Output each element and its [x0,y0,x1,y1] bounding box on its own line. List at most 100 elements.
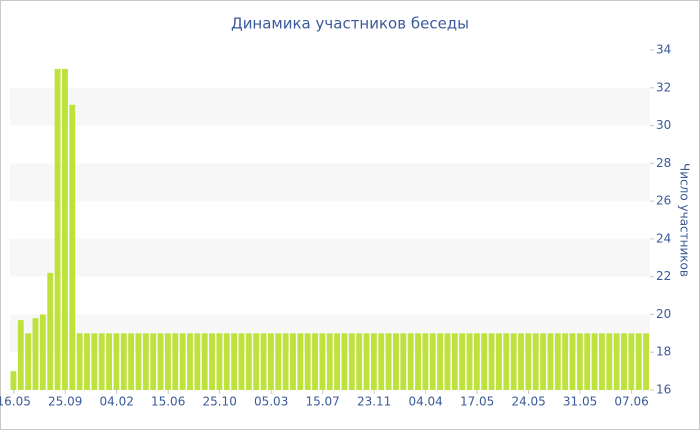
bar [510,333,517,390]
bar [290,333,296,390]
bar [540,333,547,390]
bar [334,333,341,390]
bar [488,333,495,390]
y-tick-label: 34 [656,43,671,57]
y-axis-label: Число участников [678,163,692,277]
bar [562,333,569,390]
bar [260,333,267,390]
bar [496,333,502,390]
bar [106,333,112,390]
x-tick-label: 15.06 [151,395,185,409]
bar [172,333,179,390]
bar [84,333,90,390]
bar [341,333,348,390]
bar [113,333,120,390]
bar [98,333,105,390]
bar [518,333,524,390]
bar [267,333,274,390]
bar [164,333,171,390]
bar [532,333,539,390]
y-tick-label: 30 [656,118,671,132]
bar [606,333,613,390]
bar [238,333,245,390]
x-tick-label: 25.10 [202,395,236,409]
bar [437,333,444,390]
bar [363,333,370,390]
bar [187,333,193,390]
bar [128,333,135,390]
bar [429,333,436,390]
bar [400,333,407,390]
y-tick-label: 22 [656,269,671,283]
bar [223,333,230,390]
bar [69,104,76,391]
x-tick-label: 25.09 [48,395,82,409]
bar [628,333,635,390]
chart-title: Динамика участников беседы [231,15,469,33]
bar [613,333,620,390]
x-tick-label: 04.04 [408,395,442,409]
bar [422,333,429,390]
bar [10,371,17,390]
bar [503,333,510,390]
y-tick-label: 18 [656,345,671,359]
bar [25,333,32,390]
bar [17,320,24,390]
bar [459,333,466,390]
bar [253,333,260,390]
x-tick-label: 24.05 [511,395,545,409]
y-tick-label: 16 [656,383,671,397]
y-tick-label: 20 [656,307,671,321]
grid-band [10,87,650,126]
bar [584,333,591,390]
bar [591,333,598,390]
bar [312,333,318,390]
bar [32,318,39,390]
bar [466,333,473,390]
bar [473,333,480,390]
bar [576,333,583,390]
bar [201,333,208,390]
bar [554,333,561,390]
bar [120,333,127,390]
bar [635,333,642,390]
bar [157,333,164,390]
y-tick-label: 32 [656,80,671,94]
bar [231,333,238,390]
bar [525,333,532,390]
bar [370,333,377,390]
bar [297,333,304,390]
bar [135,333,142,390]
bar [150,333,157,390]
bar [393,333,399,390]
bar [348,333,355,390]
bar [216,333,223,390]
bar [444,333,451,390]
bar [569,333,576,390]
bar [356,333,363,390]
bar [319,333,326,390]
bar [275,333,282,390]
x-tick-label: 15.07 [305,395,339,409]
x-tick-label: 05.03 [254,395,288,409]
grid-band [10,163,650,202]
bar [194,333,201,390]
grid-band [10,238,650,277]
bar [385,333,392,390]
y-tick-label: 26 [656,194,671,208]
bar [599,333,605,390]
bar [91,333,98,390]
bar [142,333,149,390]
bar [76,333,83,390]
bar [643,333,649,390]
bar [61,68,68,390]
bar [326,333,333,390]
x-tick-label: 07.06 [614,395,648,409]
bar [451,333,458,390]
bar [245,333,252,390]
y-tick-label: 28 [656,156,671,170]
bar [621,333,627,390]
bar [54,68,61,390]
bar [415,333,421,390]
